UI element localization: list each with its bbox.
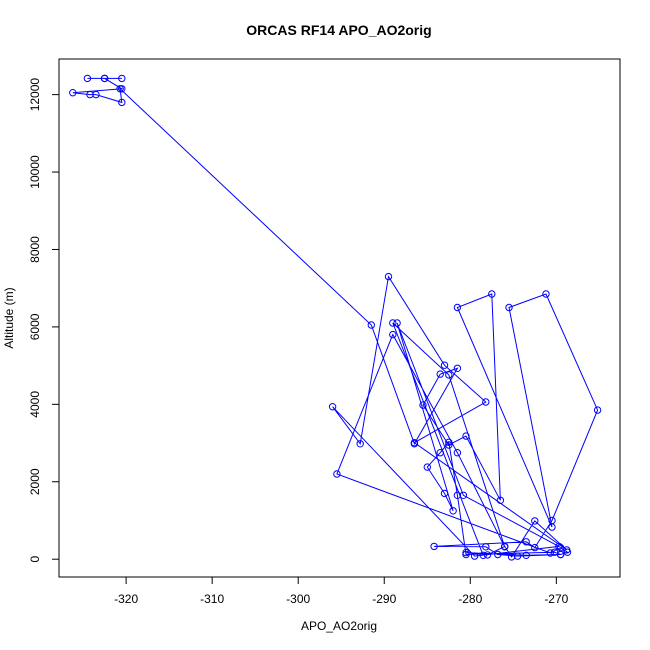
data-point bbox=[482, 543, 490, 551]
data-point bbox=[116, 85, 124, 93]
data-point bbox=[453, 364, 462, 372]
data-point bbox=[593, 406, 602, 414]
y-tick-label: 0 bbox=[28, 556, 42, 563]
y-tick-label: 4000 bbox=[28, 391, 42, 418]
data-point bbox=[563, 548, 572, 556]
data-point bbox=[494, 550, 502, 559]
y-tick-label: 8000 bbox=[28, 236, 42, 263]
data-point bbox=[430, 542, 438, 551]
data-point bbox=[440, 361, 449, 369]
data-point bbox=[83, 74, 92, 83]
y-axis: 0 2000 4000 6000 8000 10000 12000 bbox=[28, 78, 60, 563]
data-point bbox=[389, 319, 397, 327]
data-point bbox=[436, 370, 444, 378]
data-point bbox=[69, 89, 77, 97]
data-point bbox=[479, 551, 487, 559]
data-point bbox=[470, 552, 479, 560]
data-point bbox=[462, 432, 470, 440]
data-point bbox=[459, 491, 468, 499]
y-tick-label: 10000 bbox=[28, 155, 42, 189]
data-point bbox=[384, 272, 393, 281]
data-point bbox=[410, 439, 419, 447]
data-point bbox=[445, 438, 453, 446]
data-point bbox=[328, 403, 337, 411]
data-point bbox=[496, 496, 505, 504]
data-point bbox=[531, 543, 539, 552]
data-point bbox=[556, 550, 565, 559]
y-tick-label: 2000 bbox=[28, 468, 42, 495]
data-point bbox=[531, 517, 539, 525]
data-point bbox=[488, 290, 496, 298]
data-point bbox=[542, 290, 550, 298]
x-tick-label: -300 bbox=[286, 592, 310, 606]
data-point bbox=[92, 90, 100, 99]
data-point bbox=[449, 507, 457, 515]
y-tick-label: 12000 bbox=[28, 78, 42, 112]
data-point bbox=[522, 551, 530, 559]
data-point bbox=[555, 542, 563, 551]
x-axis-label: APO_AO2orig bbox=[301, 619, 377, 633]
data-point bbox=[546, 549, 554, 557]
data-point bbox=[333, 470, 341, 478]
chart-title: ORCAS RF14 APO_AO2orig bbox=[246, 22, 431, 38]
data-point bbox=[440, 489, 449, 498]
x-tick-label: -280 bbox=[458, 592, 482, 606]
data-point bbox=[445, 441, 453, 449]
y-axis-label: Altitude (m) bbox=[2, 287, 16, 348]
x-tick-label: -320 bbox=[114, 592, 138, 606]
data-point bbox=[393, 319, 401, 327]
data-point bbox=[445, 371, 453, 379]
data-point bbox=[389, 330, 397, 339]
data-point bbox=[462, 550, 470, 559]
data-point bbox=[356, 440, 364, 448]
x-axis: -320 -310 -300 -290 -280 -270 bbox=[114, 576, 569, 606]
x-tick-label: -270 bbox=[544, 592, 568, 606]
data-point bbox=[453, 303, 462, 312]
data-point bbox=[436, 449, 444, 457]
series-line bbox=[72, 77, 599, 558]
data-point bbox=[556, 543, 565, 552]
data-point bbox=[501, 543, 509, 551]
data-point bbox=[118, 74, 126, 83]
data-point bbox=[507, 553, 516, 561]
data-point bbox=[483, 551, 492, 559]
x-tick-label: -290 bbox=[372, 592, 396, 606]
data-point bbox=[482, 398, 490, 406]
y-tick-label: 6000 bbox=[28, 313, 42, 340]
data-series bbox=[69, 74, 602, 561]
data-point bbox=[367, 321, 375, 329]
data-point bbox=[505, 303, 513, 312]
data-point bbox=[100, 74, 109, 83]
data-point bbox=[522, 538, 530, 546]
data-point bbox=[462, 548, 470, 557]
data-point bbox=[118, 98, 126, 107]
plot-frame bbox=[58, 58, 621, 578]
data-point bbox=[548, 516, 556, 525]
data-point bbox=[453, 449, 462, 457]
data-point bbox=[423, 463, 431, 471]
x-tick-label: -310 bbox=[200, 592, 224, 606]
data-point bbox=[419, 401, 427, 409]
